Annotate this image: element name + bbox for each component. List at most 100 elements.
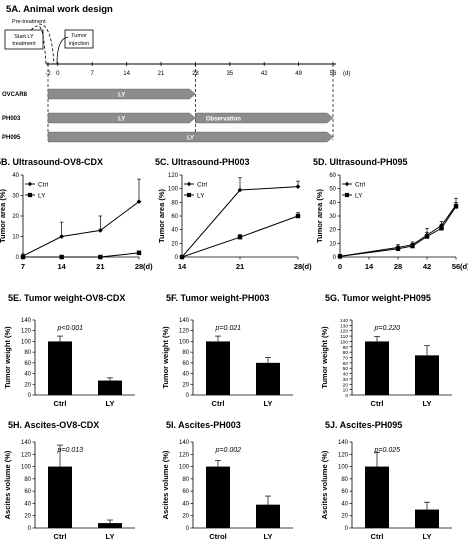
y-tick-label: 140 [179,440,190,446]
y-tick-label: 100 [179,465,190,471]
y-tick-label: 30 [343,377,349,383]
y-tick-label: 140 [338,440,349,446]
y-tick-label: 140 [21,440,32,446]
y-axis-label: Ascites volume (%) [161,450,170,519]
y-axis-label: Tumor area (%) [157,188,166,243]
tumor-leader [56,36,69,65]
bar [98,523,122,528]
y-tick-label: 110 [340,334,348,340]
x-category-label: Ctrl [212,399,225,408]
y-tick-label: 40 [329,200,336,206]
y-tick-label: 60 [24,361,31,367]
chart-5e: 5E. Tumor weight-OV8-CDX Tumor weight (%)… [3,293,135,408]
x-category-label: Ctrl [54,532,67,541]
y-tick-label: 0 [175,255,179,261]
cohort-label: OVCAR8 [2,92,28,98]
y-tick-label: 90 [343,345,349,351]
timeline-tick-label: 35 [226,71,233,77]
x-category-label: LY [106,532,115,541]
x-tick-label: 28 [294,262,302,271]
chart-title: 5F. Tumor weight-PH003 [166,293,269,303]
y-tick-label: 120 [338,452,349,458]
x-category-label: Ctrl [371,532,384,541]
timeline-tick-label: 42 [261,71,268,77]
square-marker [59,254,64,260]
x-category-label: LY [264,399,273,408]
start-label-line: Start LY [14,34,34,40]
chart-5d: 5D. Ultrasound-PH095 Tumor area (%) 0 10 20 3… [313,157,468,271]
bar [48,466,72,528]
y-tick-label: 0 [186,393,190,399]
square-marker [453,204,459,209]
y-tick-label: 120 [21,452,32,458]
cohort-label: PH095 [2,135,21,141]
bar [256,362,280,395]
y-tick-label: 40 [182,372,189,378]
bar [415,355,439,395]
y-tick-label: 20 [182,514,189,520]
chart-5j: 5J. Ascites-PH095 Ascites volume (%) 0 20 40… [320,420,452,541]
y-tick-label: 40 [171,228,178,234]
treatment-arrow [195,112,334,124]
treatment-label: LY [118,93,125,99]
y-tick-label: 60 [171,214,178,220]
legend-label: LY [38,193,46,200]
y-tick-label: 20 [24,382,31,388]
y-tick-label: 60 [24,489,31,495]
treatment-label: Observation [206,117,241,123]
y-tick-label: 100 [21,339,32,345]
y-tick-label: 100 [179,339,190,345]
x-tick-label: 14 [178,262,187,271]
x-category-label: LY [106,399,115,408]
y-tick-label: 10 [12,235,19,241]
y-tick-label: 30 [12,194,19,200]
y-tick-label: 80 [341,477,348,483]
y-tick-label: 100 [168,187,179,193]
square-marker [20,254,26,260]
square-marker [186,192,192,198]
tumor-label-line: Tumor [71,33,87,39]
square-marker [98,254,103,260]
chart-title: 5I. Ascites-PH003 [166,420,241,430]
x-tick-label: 21 [236,262,244,271]
cohort-label: PH003 [2,116,21,122]
y-tick-label: 20 [341,514,348,520]
y-tick-label: 10 [343,388,349,394]
y-tick-label: 70 [343,356,349,362]
diamond-marker [344,181,350,187]
square-marker [424,234,430,239]
chart-title: 5G. Tumor weight-PH095 [325,293,431,303]
square-marker [27,192,33,198]
y-tick-label: 30 [329,214,336,220]
bar [48,341,72,395]
square-marker [344,192,350,198]
y-axis-label: Tumor weight (%) [161,326,170,389]
x-category-label: Ctrl [54,399,67,408]
p-value-label: p=0.013 [57,447,84,454]
p-value-label: p=0.002 [215,447,242,454]
timeline-tick-label: 7 [91,71,95,77]
diamond-marker [136,199,142,205]
y-tick-label: 40 [24,372,31,378]
y-tick-label: 20 [182,382,189,388]
y-tick-label: 20 [24,514,31,520]
x-category-label: Ctrol [209,532,227,541]
y-axis-label: Ascites volume (%) [3,450,12,519]
x-tick-label: 28 [394,262,402,271]
y-tick-label: 60 [341,489,348,495]
timeline-unit: (d) [343,71,350,77]
chart-title: 5J. Ascites-PH095 [325,420,402,430]
diamond-marker [186,181,192,187]
legend-label: Ctrl [38,182,49,189]
timeline-tick-label: 21 [158,71,165,77]
p-value-label: p=0.025 [374,447,401,454]
legend-label: LY [197,193,205,200]
y-tick-label: 0 [186,526,190,532]
chart-title: 5C. Ultrasound-PH003 [155,157,250,167]
series-line [23,252,140,258]
y-tick-label: 140 [340,318,348,324]
y-axis-label: Tumor area (%) [0,188,7,243]
bar [206,341,230,395]
x-tick-label: 28 [135,262,143,271]
